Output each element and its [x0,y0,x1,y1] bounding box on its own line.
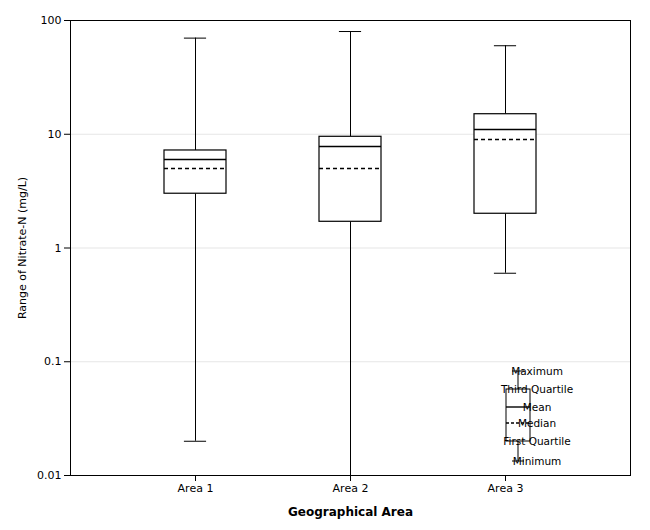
svg-text:Area 1: Area 1 [178,482,214,495]
svg-text:Minimum: Minimum [513,455,562,467]
svg-text:Third Quartile: Third Quartile [500,383,573,395]
svg-text:0.1: 0.1 [44,355,62,368]
svg-text:Area 2: Area 2 [333,482,369,495]
svg-text:1: 1 [55,242,62,255]
svg-text:Mean: Mean [523,401,552,413]
svg-text:Range of Nitrate-N (mg/L): Range of Nitrate-N (mg/L) [16,177,29,319]
svg-text:Area 3: Area 3 [488,482,524,495]
svg-text:Maximum: Maximum [511,365,563,377]
svg-text:Geographical Area: Geographical Area [288,505,413,519]
svg-text:10: 10 [48,128,62,141]
svg-text:Median: Median [518,417,556,429]
svg-text:0.01: 0.01 [37,469,62,482]
svg-text:First Quartile: First Quartile [503,435,571,447]
svg-text:100: 100 [41,14,62,27]
